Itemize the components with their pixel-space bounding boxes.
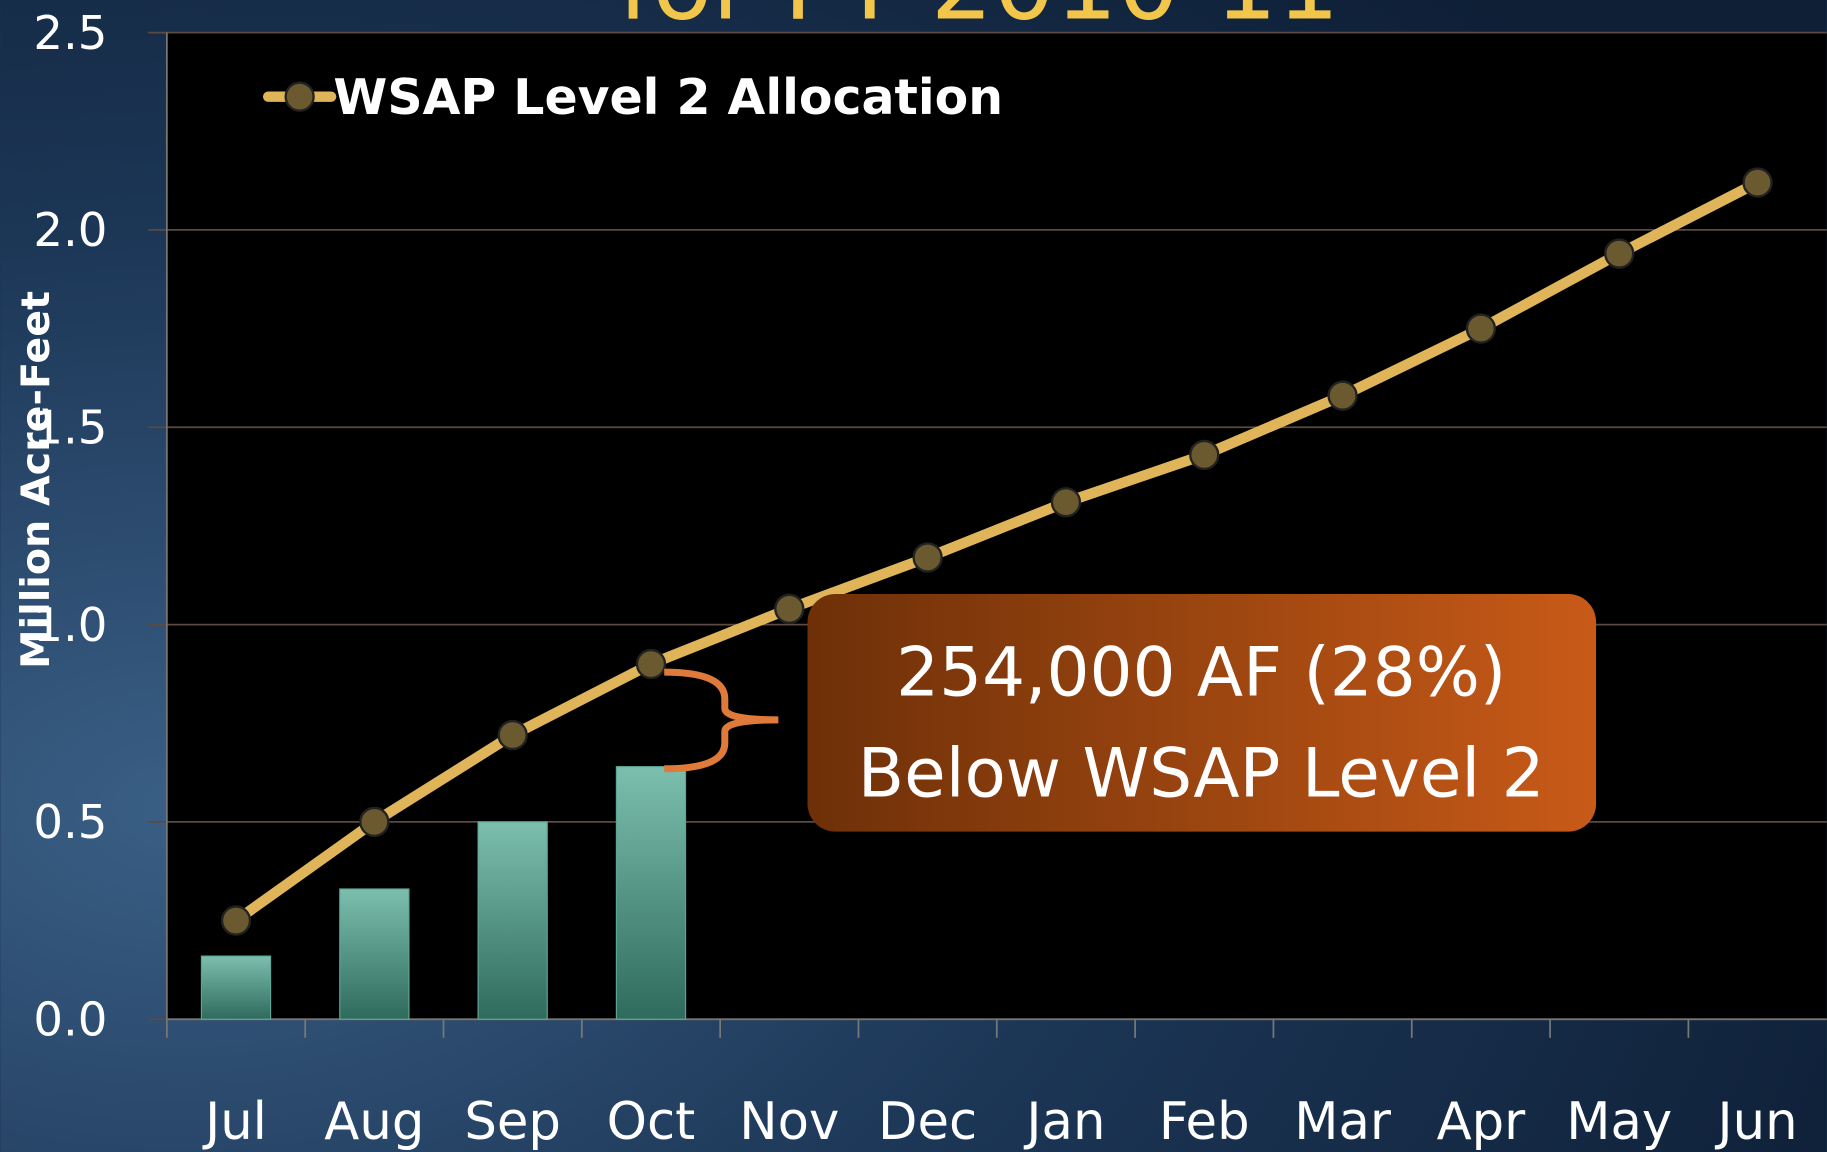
line-marker <box>1327 380 1358 411</box>
line-marker <box>774 593 805 624</box>
line-marker <box>912 542 943 573</box>
line-marker <box>1604 238 1635 269</box>
line-marker <box>635 648 667 680</box>
line-marker <box>497 719 528 751</box>
annotation-text: 254,000 AF (28%) <box>896 632 1506 711</box>
bar <box>200 955 272 1020</box>
x-tick-label: Mar <box>1294 1092 1392 1152</box>
bar <box>615 766 687 1020</box>
x-tick-label: Nov <box>739 1092 839 1152</box>
line-marker <box>1189 439 1220 471</box>
legend-label: WSAP Level 2 Allocation <box>333 69 1003 126</box>
x-tick-label: Aug <box>324 1092 424 1152</box>
brace <box>664 668 779 773</box>
x-tick-label: Jul <box>202 1092 267 1152</box>
y-tick-label: 2.5 <box>33 6 107 60</box>
y-tick-label: 1.0 <box>33 598 107 652</box>
x-tick-label: Dec <box>878 1092 977 1152</box>
bar <box>477 821 548 1020</box>
y-tick-label: 0.0 <box>33 993 107 1047</box>
x-tick-label: Apr <box>1437 1092 1527 1152</box>
x-tick-label: May <box>1566 1092 1672 1152</box>
line-marker <box>1742 167 1773 198</box>
y-tick-label: 2.0 <box>33 203 107 257</box>
annotation-box <box>807 594 1597 832</box>
x-tick-label: Feb <box>1159 1092 1250 1152</box>
y-tick-label: 0.5 <box>33 795 107 849</box>
line-marker <box>359 806 390 838</box>
line-marker <box>1465 313 1497 344</box>
x-tick-label: Jun <box>1715 1092 1798 1152</box>
line <box>232 177 1760 925</box>
x-tick-label: Jan <box>1023 1092 1105 1152</box>
chart-title: for FY 2010-11 <box>618 0 1339 43</box>
x-tick-label: Sep <box>464 1092 561 1152</box>
line-marker <box>1050 487 1082 518</box>
bar <box>339 888 410 1020</box>
annotation-text: Below WSAP Level 2 <box>858 734 1545 813</box>
x-tick-label: Oct <box>607 1092 696 1152</box>
line-marker <box>220 905 252 936</box>
legend-marker <box>284 81 315 112</box>
y-tick-label: 1.5 <box>33 401 107 455</box>
y-axis-label: Million Acre-Feet <box>13 291 59 669</box>
